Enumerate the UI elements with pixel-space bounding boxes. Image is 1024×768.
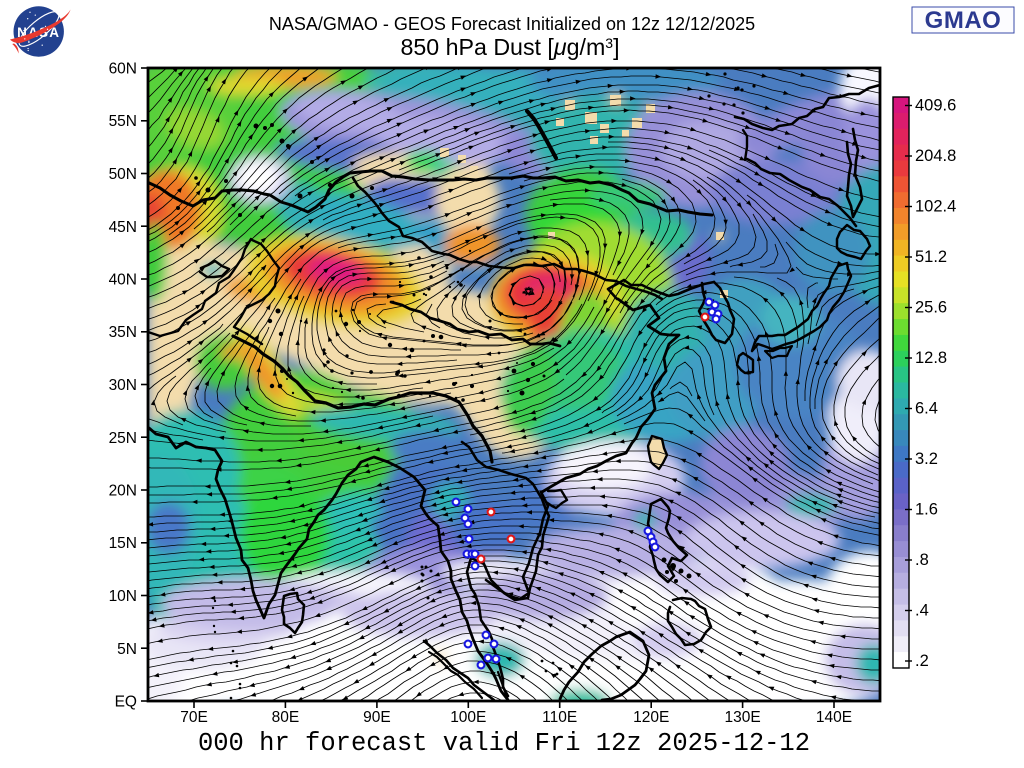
svg-text:.8: .8 [915,551,929,569]
svg-text:25.6: 25.6 [915,299,947,317]
svg-text:850 hPa Dust [μg/m3]: 850 hPa Dust [μg/m3] [400,34,619,60]
svg-text:51.2: 51.2 [915,248,947,266]
svg-text:15N: 15N [109,535,137,552]
svg-text:50N: 50N [109,166,137,183]
svg-text:80E: 80E [272,709,300,726]
svg-text:130E: 130E [724,709,760,726]
svg-text:100E: 100E [450,709,486,726]
svg-text:000 hr forecast valid Fri 12z: 000 hr forecast valid Fri 12z 2025-12-12 [198,729,810,758]
svg-text:409.6: 409.6 [915,97,956,115]
svg-text:.4: .4 [915,602,929,620]
svg-text:5N: 5N [117,641,137,658]
svg-text:55N: 55N [109,113,137,130]
svg-text:110E: 110E [542,709,577,726]
svg-text:70E: 70E [180,709,208,726]
svg-text:EQ: EQ [115,694,137,711]
svg-text:20N: 20N [109,483,137,500]
svg-text:.2: .2 [915,652,929,670]
svg-text:90E: 90E [363,709,391,726]
svg-text:102.4: 102.4 [915,198,956,216]
svg-text:45N: 45N [109,219,137,236]
svg-text:60N: 60N [109,61,137,78]
svg-text:12.8: 12.8 [915,349,947,367]
svg-text:120E: 120E [633,709,669,726]
svg-text:30N: 30N [109,377,137,394]
svg-text:35N: 35N [109,324,137,341]
svg-text:40N: 40N [109,272,137,289]
svg-text:204.8: 204.8 [915,147,956,165]
svg-text:NASA/GMAO - GEOS Forecast Init: NASA/GMAO - GEOS Forecast Initialized on… [269,14,755,34]
svg-text:1.6: 1.6 [915,501,938,519]
svg-text:140E: 140E [816,709,852,726]
svg-text:10N: 10N [109,588,137,605]
svg-text:GMAO: GMAO [925,7,1002,34]
svg-text:6.4: 6.4 [915,400,938,418]
svg-text:3.2: 3.2 [915,450,938,468]
svg-text:25N: 25N [109,430,137,447]
